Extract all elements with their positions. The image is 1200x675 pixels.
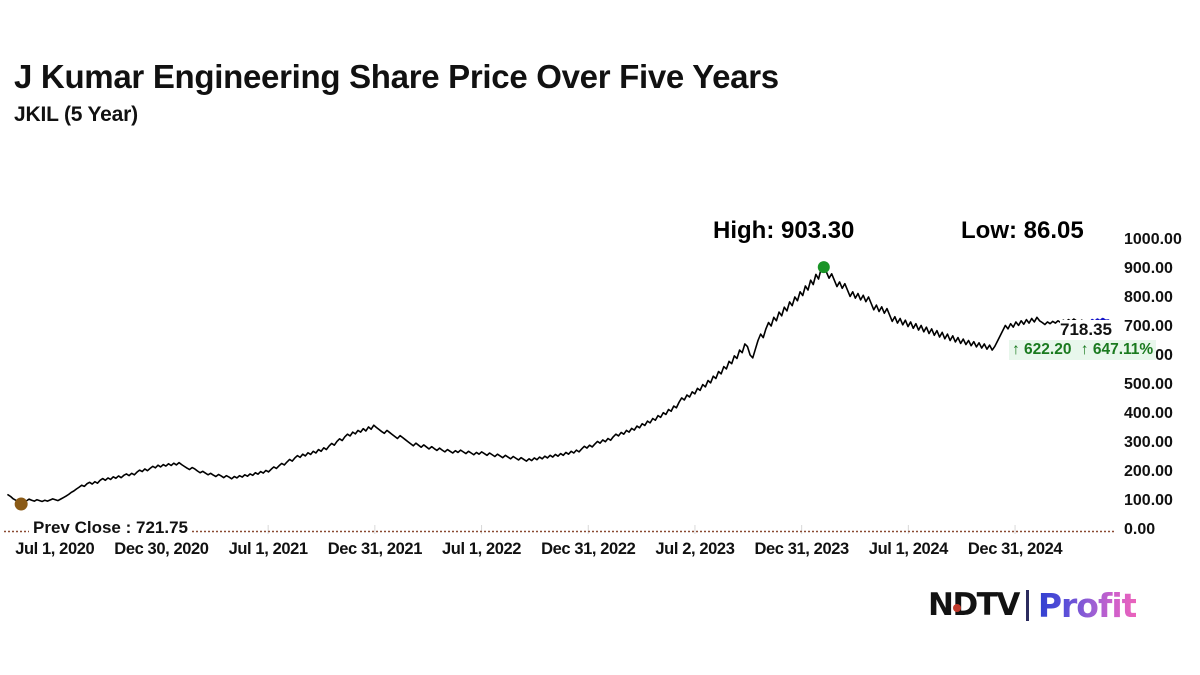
- y-axis-tick-label: 400.00: [1124, 405, 1173, 422]
- page-title: J Kumar Engineering Share Price Over Fiv…: [14, 58, 779, 95]
- high-value-label: High: 903.30: [713, 217, 855, 244]
- y-axis-tick-label: 200.00: [1124, 463, 1173, 480]
- last-price-label: 718.35: [1060, 320, 1112, 340]
- price-line-svg: [4, 261, 1116, 534]
- change-absolute-value: ↑ 622.20: [1012, 341, 1072, 358]
- y-axis: 1000.00900.00800.00700.00600.00500.00400…: [1124, 228, 1200, 548]
- price-change-badge: ↑ 622.20 ↑ 647.11%: [1009, 340, 1157, 360]
- y-axis-tick-label: 800.00: [1124, 289, 1173, 306]
- x-axis-tick-label: Jul 2, 2023: [655, 540, 735, 558]
- y-axis-tick-label: 0.00: [1124, 521, 1156, 538]
- x-axis-tick-label: Jul 1, 2021: [228, 540, 308, 558]
- y-axis-tick-label: 500.00: [1124, 376, 1173, 393]
- low-point-marker: [14, 497, 28, 511]
- y-axis-tick-label: 300.00: [1124, 434, 1173, 451]
- high-point-marker: [817, 261, 830, 274]
- logo-red-dot-icon: [953, 604, 961, 612]
- logo-ndtv-text: NDTV: [928, 587, 1020, 623]
- price-chart-plot: [0, 232, 1120, 534]
- x-axis-tick-label: Dec 31, 2022: [541, 540, 636, 558]
- x-axis-tick-label: Jul 1, 2020: [15, 540, 95, 558]
- chart-subtitle: JKIL (5 Year): [14, 102, 138, 126]
- y-axis-tick-label: 900.00: [1124, 260, 1173, 277]
- logo-divider: [1025, 589, 1029, 621]
- y-axis-tick-label: 1000.00: [1124, 231, 1182, 248]
- x-axis-tick-label: Dec 31, 2021: [327, 540, 423, 558]
- logo-profit-label: Profit: [1037, 585, 1138, 625]
- price-line-path: [7, 266, 1109, 505]
- chart-header: J Kumar Engineering Share Price Over Fiv…: [14, 58, 854, 127]
- y-axis-tick-label: 700.00: [1124, 318, 1173, 335]
- x-axis-tick-label: Jul 1, 2022: [442, 540, 522, 558]
- ndtv-profit-logo: NDTV Profit: [928, 585, 1138, 625]
- low-value-label: Low: 86.05: [961, 217, 1084, 244]
- x-axis-tick-label: Dec 31, 2024: [967, 540, 1063, 558]
- logo-ndtv-label: NDTV: [928, 587, 1020, 623]
- y-axis-tick-label: 100.00: [1124, 492, 1173, 509]
- x-axis-tick-label: Jul 1, 2024: [868, 540, 948, 558]
- x-axis-tick-label: Dec 31, 2023: [754, 540, 850, 558]
- x-axis: Jul 1, 2020 Dec 30, 2020 Jul 1, 2021 Dec 31…: [0, 540, 1120, 564]
- gridlines: [54, 525, 1016, 534]
- change-percent-value: ↑ 647.11%: [1080, 341, 1154, 358]
- high-low-stats: High: 903.30 Low: 86.05: [0, 217, 1120, 247]
- prev-close-label: Prev Close : 721.75: [29, 518, 192, 538]
- x-axis-tick-label: Dec 30, 2020: [114, 540, 209, 558]
